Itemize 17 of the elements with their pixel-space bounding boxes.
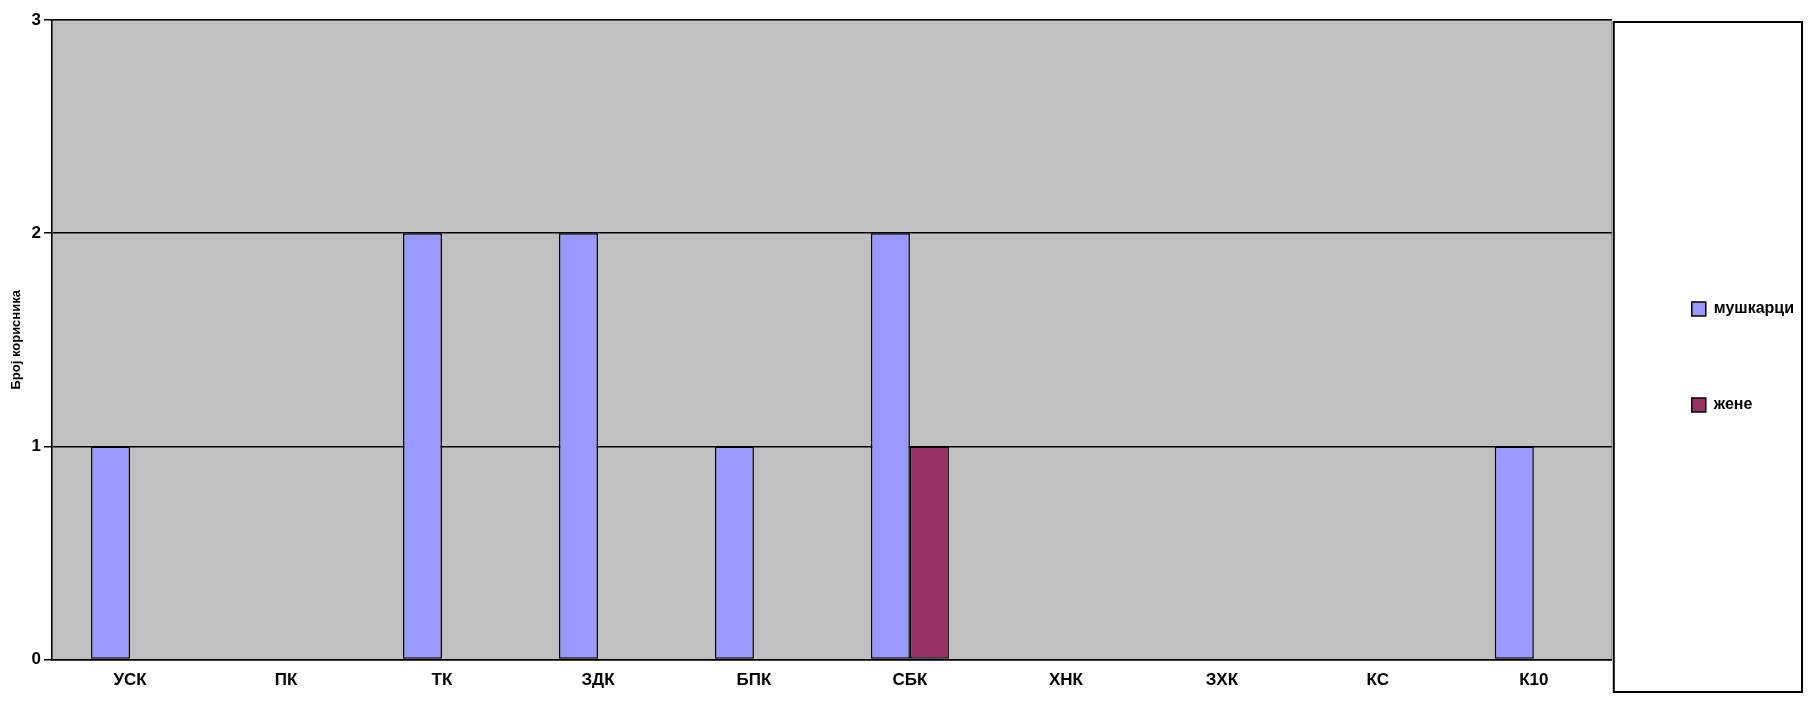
- x-tick-label: ХНК: [1048, 670, 1084, 690]
- x-tick-label: СБК: [892, 670, 928, 690]
- x-tick-label: ТК: [431, 670, 453, 690]
- x-tick-label: БПК: [736, 670, 772, 690]
- y-tick-label: 2: [31, 222, 42, 242]
- x-tick-label: К10: [1519, 670, 1549, 690]
- y-tick-label: 1: [31, 436, 42, 456]
- x-tick-label: ПК: [274, 670, 298, 690]
- legend-label: мушкарци: [1713, 299, 1795, 317]
- x-tick-label: КС: [1366, 670, 1390, 690]
- y-tick-label: 3: [31, 9, 42, 29]
- x-tick-label: ЗХК: [1205, 670, 1239, 690]
- x-tick-label: ЗДК: [581, 670, 616, 690]
- x-tick-label: УСК: [113, 670, 148, 690]
- y-axis-title: Број корисника: [8, 289, 24, 390]
- legend-label: жене: [1712, 395, 1753, 413]
- y-tick-label: 0: [31, 649, 42, 669]
